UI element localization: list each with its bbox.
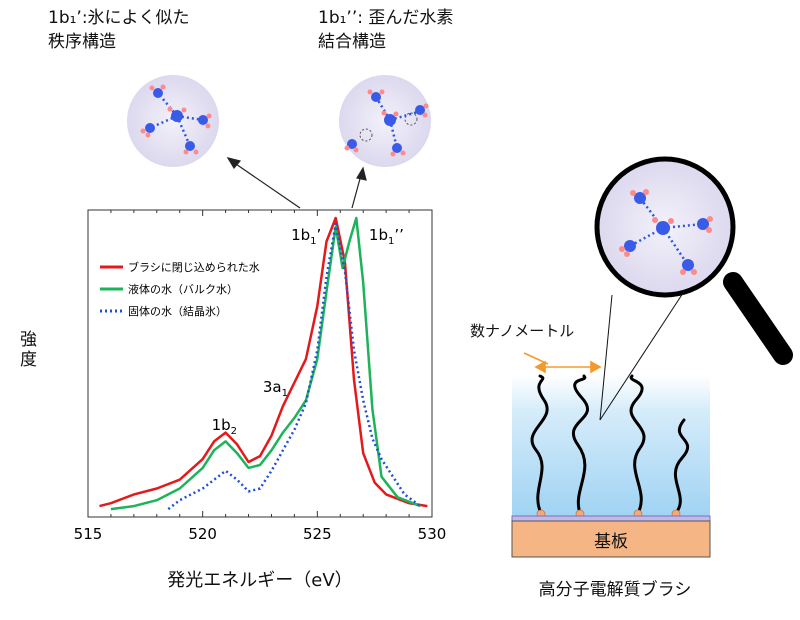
x-tick-label: 530 — [418, 525, 447, 543]
ordered-caption-line-1: 1b₁’:氷によく似た — [48, 8, 190, 28]
x-tick-label: 525 — [303, 525, 332, 543]
distorted-caption-line-1: 1b₁’’: 歪んだ水素 — [318, 8, 454, 28]
y-axis-label: 強度 — [20, 330, 37, 370]
distorted-molecule-cluster-icon — [339, 75, 431, 167]
plot-frame — [87, 209, 433, 518]
x-tick-label: 515 — [74, 525, 103, 543]
peak-arrows — [226, 157, 367, 209]
x-tick-label: 520 — [188, 525, 217, 543]
x-axis-label: 発光エネルギー（eV） — [167, 570, 353, 591]
ordered-caption-line-2: 秩序構造 — [48, 32, 116, 52]
series-line — [167, 222, 422, 511]
polymer-brush-schematic — [511, 289, 711, 558]
ordered-molecule-cluster-icon — [127, 75, 219, 167]
scale-arrow-icon — [523, 352, 602, 374]
legend-label: ブラシに閉じ込められた水 — [128, 260, 260, 274]
distorted-caption-line-2: 結合構造 — [318, 32, 386, 52]
peak-label: 1b2 — [212, 416, 237, 437]
brush-caption: 高分子電解質ブラシ — [538, 580, 692, 600]
substrate-label: 基板 — [594, 532, 628, 552]
legend-label: 固体の水（結晶氷） — [128, 304, 227, 318]
series-line — [99, 216, 428, 508]
series-line — [110, 216, 421, 511]
ordered-structure-caption: 1b₁’:氷によく似た 秩序構造 — [48, 6, 190, 54]
peak-label: 3a1 — [263, 378, 288, 399]
magnifying-glass-icon — [594, 156, 793, 365]
distorted-structure-caption: 1b₁’’: 歪んだ水素 結合構造 — [318, 6, 453, 54]
legend-label: 液体の水（バルク水） — [128, 282, 238, 296]
scale-label: 数ナノメートル — [470, 322, 575, 340]
peak-label: 1b1’’ — [369, 226, 404, 247]
peak-label: 1b1’ — [291, 226, 321, 247]
